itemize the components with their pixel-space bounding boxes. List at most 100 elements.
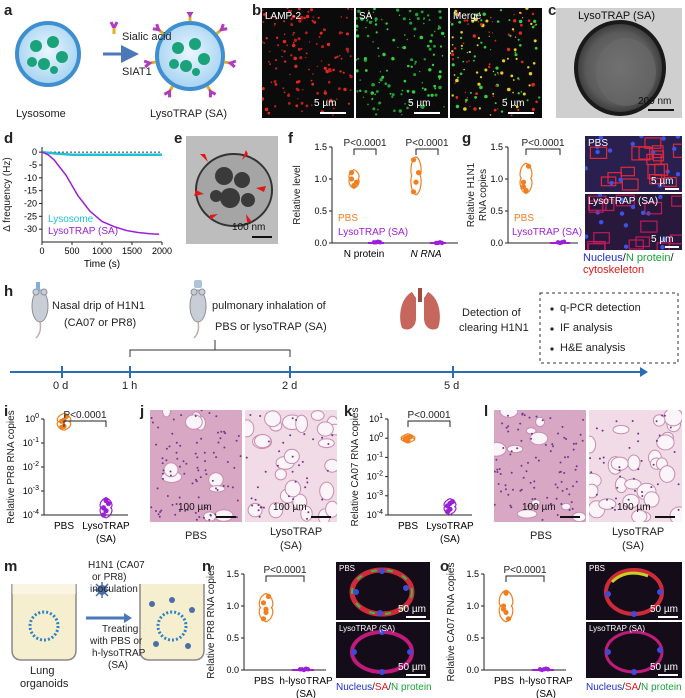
data-point [505,616,512,622]
step3-line2: clearing H1N1 [459,322,529,334]
merge-image: Merge 5 µm [450,8,542,118]
data-point [353,179,360,185]
panel-e-label: e [174,130,183,147]
x-tick-label: LysoTRAP [82,521,130,532]
step2-line1: pulmonary inhalation of [212,300,326,312]
y-tick-label: 10-1 [367,451,383,462]
panel-d-label: d [4,130,14,147]
tem-lysotrap-image: LysoTRAP (SA) 200 nm [556,8,682,118]
analysis-if: IF analysis [560,322,613,334]
panel-c-label: c [548,2,557,19]
y-tick-label: 1.5 [226,569,239,579]
x-tick-label: h-lysoTRAP [279,676,332,687]
y-axis-label: Relative CA07 RNA copies [446,563,457,682]
y-tick-label: 101 [369,413,383,424]
data-point [520,179,527,185]
n-protein-rna-chart: 0.0 0.5 1.0 1.5 P<0.0001 P<0.0001 PBS LysoTRAP … [292,138,458,260]
x-tick-label: PBS [398,521,418,532]
legend-entry: LysoTRAP (SA) [512,227,582,238]
tem-virus-capture-image: 100 nm [186,136,278,244]
if-caption: Nucleus/N protein/cytoskeleton [583,252,674,276]
step1-line2: (CA07 or PR8) [64,317,137,329]
panel-m-label: m [4,558,18,575]
y-tick-label: 1.0 [466,601,479,611]
y-tick-label: 1.5 [314,142,327,152]
legend-entry: PBS [514,213,534,224]
organoid-if-caption-n: Nucleus/SA/N protein [336,682,432,693]
dropper-icon [36,282,40,290]
data-point [260,616,267,622]
y-tick-label: 0.5 [314,206,327,216]
y-tick-label: -10 [24,173,37,183]
series-line-0 [41,150,162,156]
analysis-he: H&E analysis [560,342,626,354]
x-tick-label: (SA) [296,689,316,698]
y-tick-label: -25 [24,211,37,221]
x-tick-label: h-lysoTRAP [519,676,572,687]
y-axis-label: Relative CA07 RNA copies [350,408,361,527]
y-axis-label: Relative PR8 RNA copies [206,565,217,678]
panel-h-label: h [4,283,14,300]
organoid-if-lysotrap-pr8: LysoTRAP (SA) 50 µm [336,622,430,678]
violin [99,496,113,519]
violin [258,592,274,623]
analysis-qpcr: q-PCR detection [560,302,641,314]
y-tick-label: 100 [25,413,39,424]
panel-n-label: n [202,558,212,575]
lysotrap-icon [155,21,225,91]
y-tick-label: 0.5 [226,633,239,643]
y-axis-label: Relative level [292,165,303,224]
violin [519,162,533,195]
y-tick-label: 10-3 [367,490,383,501]
data-point [348,176,355,182]
y-tick-label: 0.0 [466,665,479,675]
organoid-ca07-rna-chart: 0.0 0.5 1.0 1.5 P<0.0001 PBS h-lysoTRAP (SA) Rel… [446,563,572,698]
violin [348,168,360,190]
y-tick-label: 10-2 [367,471,383,482]
y-tick-label: 0.0 [490,238,503,248]
y-tick-label: 0.5 [466,633,479,643]
panel-o-label: o [440,558,450,575]
if-lysotrap-image: LysoTRAP (SA) 5 µm [585,194,682,250]
y-tick-label: 0.0 [226,665,239,675]
legend-entry: Lysosome [48,214,94,225]
data-point [260,600,267,606]
h1n1-rna-chart: 0.0 0.5 1.0 1.5 P<0.0001 PBS LysoTRAP (SA) Rela… [466,138,582,248]
beaker-icon [11,584,77,661]
mouse-icon [31,288,49,339]
y-tick-label: 0.0 [314,238,327,248]
data-point [63,413,70,419]
x-tick-label: N RNA [410,249,441,260]
data-point [410,189,417,195]
data-point [405,434,411,441]
organoid-if-caption-o: Nucleus/SA/N protein [586,682,682,693]
p-value-label: P<0.0001 [407,410,451,421]
data-point [523,187,529,194]
data-point [500,603,507,609]
y-tick-label: 10-3 [23,485,39,496]
step1-line1: Nasal drip of H1N1 [52,300,145,312]
violin [410,156,422,196]
pr8-lung-rna-chart: 100 10-1 10-2 10-3 10-4 P<0.0001 PBS LysoTRAP (S… [6,410,130,545]
y-tick-label: 10-2 [23,461,39,472]
x-tick-label: LysoTRAP [426,521,474,532]
violin [400,433,416,444]
organoid-if-pbs-pr8: PBS 50 µm [336,562,430,620]
data-point [525,163,532,169]
y-tick-label: 0 [32,147,37,157]
significance-bracket [63,420,107,427]
organoid-pr8-rna-chart: 0.0 0.5 1.0 1.5 P<0.0001 PBS h-lysoTRAP (SA) Rel… [206,565,332,698]
nebulizer-icon [194,280,202,288]
panel-f-label: f [288,130,293,147]
data-point [503,609,509,615]
panel-g-label: g [462,130,472,147]
y-axis-label: RNA copies [478,169,489,221]
data-point [263,609,269,615]
ca07-lung-rna-chart: 101 100 10-1 10-2 10-3 10-4 P<0.0001 PBS LysoTRA… [350,408,474,545]
he-pbs-image-ca07: 100 µm [494,410,586,522]
x-axis-label: Time (s) [84,259,120,270]
y-axis-label: Relative H1N1 [466,162,477,227]
x-tick-label: 500 [64,246,79,256]
data-point [100,512,107,518]
significance-bracket [353,148,377,155]
